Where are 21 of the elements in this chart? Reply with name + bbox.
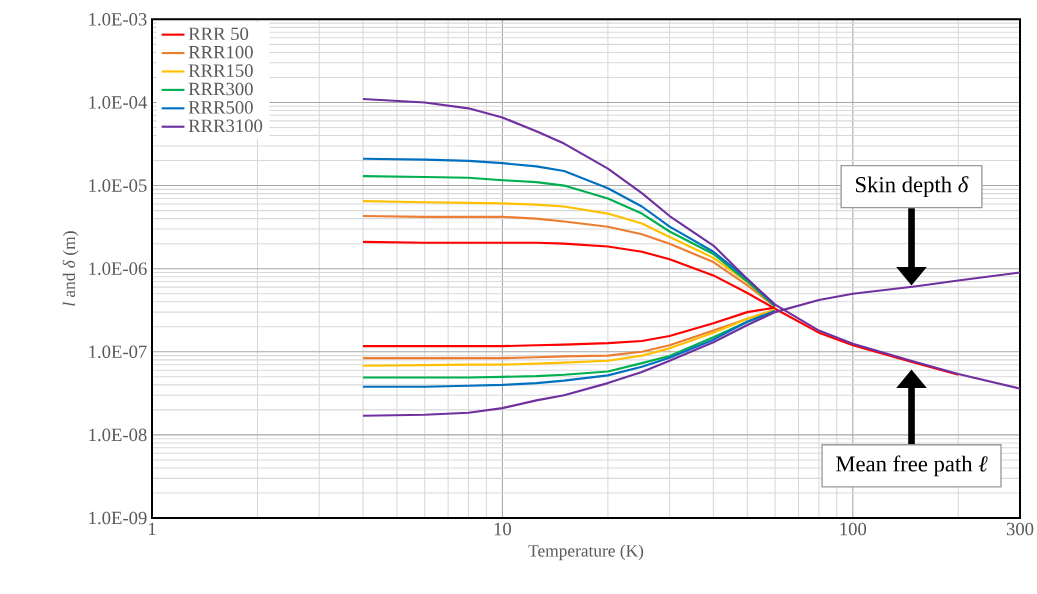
y-axis-title: l and δ (m) bbox=[62, 231, 79, 306]
y-tick-label: 1.0E-04 bbox=[89, 96, 148, 109]
x-axis-title: Temperature (K) bbox=[528, 544, 644, 561]
legend-label: RRR300 bbox=[188, 82, 253, 96]
y-tick-label: 1.0E-08 bbox=[89, 428, 147, 442]
y-tick-label: 1.0E-03 bbox=[89, 13, 147, 26]
annotation: Mean free path ℓ bbox=[836, 455, 988, 477]
legend-label: RRR3100 bbox=[188, 119, 263, 133]
legend-label: RRR150 bbox=[188, 64, 253, 77]
x-tick-label: 100 bbox=[840, 522, 867, 536]
y-tick-label: 1.0E-09 bbox=[89, 511, 147, 525]
legend-label: RRR100 bbox=[188, 45, 253, 59]
y-tick-label: 1.0E-05 bbox=[89, 179, 147, 192]
y-tick-label: 1.0E-07 bbox=[89, 345, 147, 359]
x-tick-label: 300 bbox=[1006, 522, 1034, 536]
legend-label: RRR500 bbox=[188, 101, 253, 114]
legend-label: RRR 50 bbox=[188, 27, 249, 41]
x-tick-label: 1 bbox=[148, 522, 156, 536]
y-tick-label: 1.0E-06 bbox=[89, 262, 147, 276]
annotation: Skin depth δ bbox=[855, 176, 969, 197]
x-tick-label: 10 bbox=[494, 522, 512, 536]
